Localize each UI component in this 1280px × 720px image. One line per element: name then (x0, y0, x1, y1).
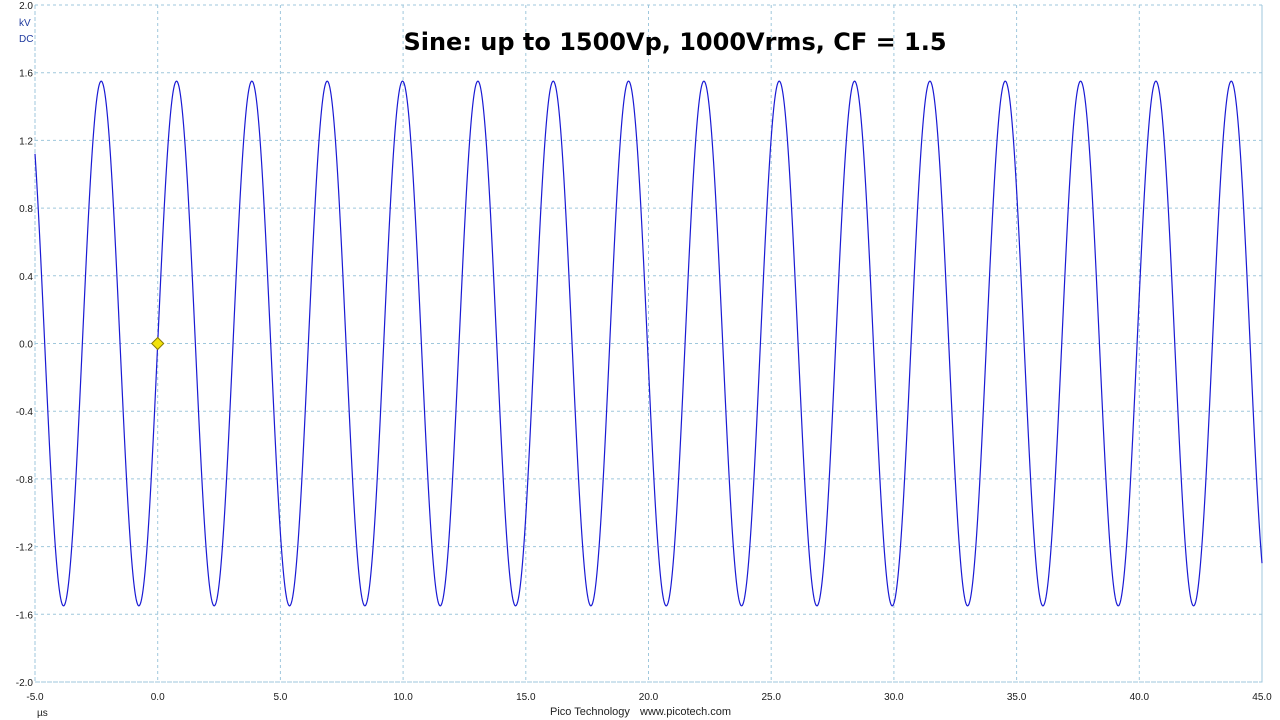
y-tick-label: 1.2 (19, 136, 33, 147)
y-tick-label: 2.0 (19, 1, 33, 12)
chart-title: Sine: up to 1500Vp, 1000Vrms, CF = 1.5 (403, 28, 946, 56)
y-tick-label: 1.6 (19, 69, 33, 80)
x-tick-label: 40.0 (1130, 692, 1150, 703)
y-tick-label: 0.4 (19, 272, 33, 283)
y-axis-unit: kV (19, 18, 31, 29)
y-tick-label: -1.6 (16, 610, 34, 621)
series-line (34, 80, 1263, 607)
x-tick-label: 20.0 (639, 692, 659, 703)
x-axis-unit: µs (37, 708, 48, 719)
x-tick-label: 30.0 (884, 692, 904, 703)
y-tick-label: -1.2 (16, 543, 34, 554)
y-tick-label: -2.0 (16, 678, 34, 689)
trigger-marker[interactable] (150, 336, 165, 351)
x-tick-label: 0.0 (151, 692, 165, 703)
y-tick-label: 0.8 (19, 204, 33, 215)
footer-brand: Pico Technology (550, 706, 630, 718)
footer-url: www.picotech.com (639, 706, 731, 718)
x-tick-label: 45.0 (1252, 692, 1272, 703)
x-axis-ticks: -5.0 0.0 5.0 10.0 15.0 20.0 25.0 30.0 35.0 40.0 45… (26, 692, 1272, 703)
y-tick-label: 0.0 (19, 340, 33, 351)
y-axis-coupling: DC (19, 34, 33, 45)
x-tick-label: 15.0 (516, 692, 536, 703)
y-tick-label: -0.4 (16, 407, 34, 418)
x-tick-label: 10.0 (393, 692, 413, 703)
x-tick-label: 35.0 (1007, 692, 1027, 703)
x-tick-label: 25.0 (761, 692, 781, 703)
x-tick-label: -5.0 (26, 692, 44, 703)
y-axis-ticks: 2.0 1.6 1.2 0.8 0.4 0.0 -0.4 -0.8 -1.2 -1.6 -2.0 (16, 1, 34, 689)
x-tick-label: 5.0 (273, 692, 287, 703)
y-tick-label: -0.8 (16, 475, 34, 486)
